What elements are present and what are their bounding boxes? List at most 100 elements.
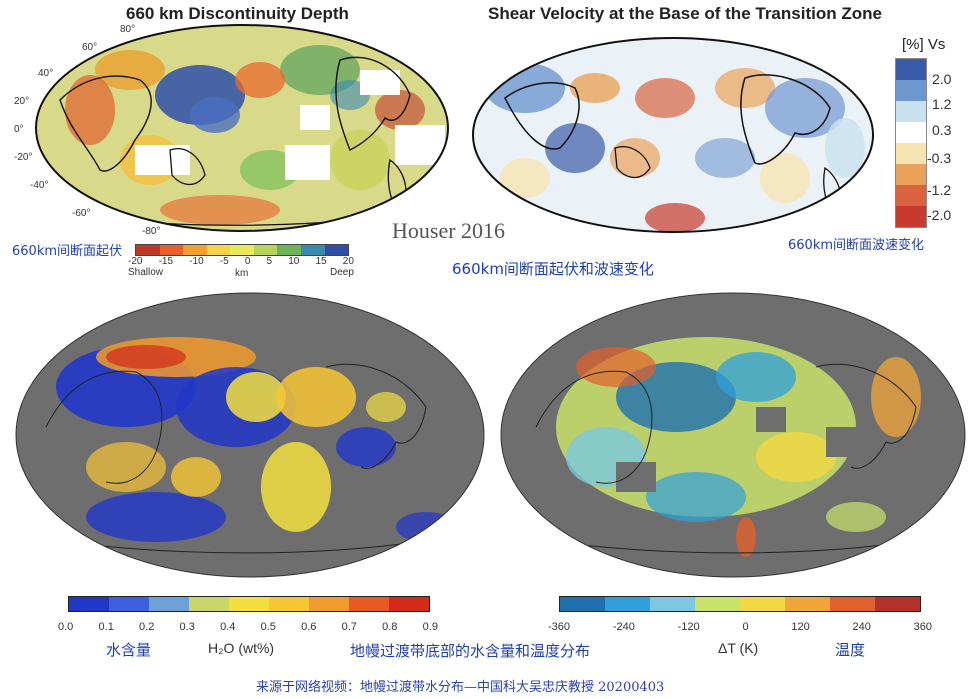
water-colorbar-segment [109, 597, 149, 611]
depth-tick: -10 [189, 256, 204, 267]
water-colorbar-segment [69, 597, 109, 611]
water-colorbar-segment [349, 597, 389, 611]
velocity-legend-segment [896, 59, 926, 80]
lat-label-20s: -20° [14, 152, 33, 163]
velocity-legend-value: -1.2 [927, 182, 952, 198]
lat-label-40s: -40° [30, 180, 49, 191]
water-caption: 水含量 [106, 641, 152, 659]
water-colorbar-segment [149, 597, 189, 611]
water-colorbar [68, 596, 430, 612]
temperature-colorbar-segment [695, 597, 740, 611]
depth-map [35, 24, 449, 232]
lat-label-60n: 60° [82, 42, 98, 53]
water-colorbar-segment [229, 597, 269, 611]
temperature-tick: 120 [791, 621, 810, 633]
water-tick: 0.5 [260, 621, 276, 633]
water-tick: 0.6 [301, 621, 317, 633]
depth-map-title: 660 km Discontinuity Depth [126, 4, 349, 23]
water-colorbar-label: H₂O (wt%) [208, 640, 275, 656]
water-tick: 0.9 [422, 621, 438, 633]
depth-map-caption: 660km间断面起伏 [12, 244, 123, 259]
source-credit: 来源于网络视频：地幔过渡带水分布—中国科大吴忠庆教授 20200403 [256, 680, 665, 695]
velocity-legend-title: [%] Vs [902, 36, 946, 53]
velocity-legend-segment [896, 164, 926, 185]
water-tick: 0.8 [382, 621, 398, 633]
temperature-tick: -120 [677, 621, 700, 633]
temperature-caption: 温度 [835, 641, 866, 659]
velocity-legend-value: 0.3 [932, 122, 952, 138]
temperature-colorbar-segment [830, 597, 875, 611]
temperature-colorbar-segment [740, 597, 785, 611]
velocity-legend-value: 2.0 [932, 71, 952, 87]
water-tick: 0.3 [179, 621, 195, 633]
depth-colorbar-segment [230, 245, 254, 255]
depth-colorbar-segment [159, 245, 184, 255]
depth-tick: 5 [266, 256, 273, 267]
depth-colorbar-deep-label: Deep [330, 267, 354, 278]
water-content-map [6, 287, 490, 587]
velocity-legend-segment [896, 80, 926, 101]
depth-colorbar-segment [183, 245, 207, 255]
water-tick: 0.2 [139, 621, 155, 633]
depth-tick: 20 [342, 256, 354, 267]
temperature-tick: -360 [548, 621, 571, 633]
bottom-row-caption: 地幔过渡带底部的水含量和温度分布 [350, 642, 591, 660]
temperature-tick: -240 [612, 621, 635, 633]
water-tick: 0.0 [58, 621, 74, 633]
depth-colorbar-ticks: -20 -15 -10 -5 0 5 10 15 20 [128, 256, 354, 267]
depth-tick: 10 [288, 256, 300, 267]
velocity-legend-segment [896, 143, 926, 164]
temperature-colorbar-segment [605, 597, 650, 611]
depth-colorbar-segment [206, 245, 231, 255]
temperature-tick: 360 [913, 621, 932, 633]
depth-tick: -20 [128, 256, 143, 267]
depth-colorbar-segment [300, 245, 325, 255]
temperature-tick: 240 [852, 621, 871, 633]
depth-tick: 15 [315, 256, 327, 267]
velocity-legend-segment [896, 185, 926, 206]
velocity-legend-value: 1.2 [932, 96, 952, 112]
lat-label-80n: 80° [120, 24, 136, 35]
temperature-colorbar-segment [650, 597, 695, 611]
depth-colorbar-segment [277, 245, 301, 255]
velocity-map-caption: 660km间断面波速变化 [788, 238, 925, 253]
water-tick: 0.1 [98, 621, 114, 633]
temperature-colorbar-segment [875, 597, 920, 611]
velocity-legend-segment [896, 101, 926, 122]
velocity-legend-segment [896, 206, 926, 227]
depth-tick: 0 [244, 256, 251, 267]
attribution-label: Houser 2016 [392, 218, 506, 243]
velocity-legend-value: -2.0 [927, 207, 952, 223]
water-colorbar-segment [269, 597, 309, 611]
velocity-map-title: Shear Velocity at the Base of the Transi… [488, 4, 882, 23]
water-tick: 0.7 [341, 621, 357, 633]
depth-colorbar-unit-label: km [235, 268, 249, 279]
temperature-colorbar-segment [560, 597, 605, 611]
velocity-legend-bar [895, 58, 927, 228]
temperature-tick: 0 [742, 621, 749, 633]
velocity-legend-value: -0.3 [927, 150, 952, 166]
lat-label-60s: -60° [72, 208, 91, 219]
lat-label-20n: 20° [14, 96, 30, 107]
depth-colorbar [135, 244, 349, 256]
depth-tick: -15 [158, 256, 174, 267]
lat-label-0: 0° [14, 124, 24, 135]
velocity-legend-segment [896, 122, 926, 143]
temperature-colorbar-ticks: -360 -240 -120 0 120 240 360 [548, 621, 932, 633]
water-colorbar-segment [389, 597, 429, 611]
depth-colorbar-segment [324, 245, 349, 255]
water-colorbar-segment [309, 597, 349, 611]
depth-colorbar-segment [253, 245, 278, 255]
temperature-map [496, 287, 970, 587]
depth-colorbar-shallow-label: Shallow [128, 267, 164, 278]
depth-tick: -5 [219, 256, 229, 267]
top-row-caption: 660km间断面起伏和波速变化 [452, 260, 654, 278]
temperature-colorbar-label: ΔT (K) [718, 640, 759, 656]
temperature-colorbar [559, 596, 921, 612]
velocity-map [472, 37, 874, 233]
depth-colorbar-segment [136, 245, 160, 255]
temperature-colorbar-segment [785, 597, 830, 611]
water-colorbar-segment [189, 597, 229, 611]
lat-label-40n: 40° [38, 68, 54, 79]
water-tick: 0.4 [220, 621, 236, 633]
